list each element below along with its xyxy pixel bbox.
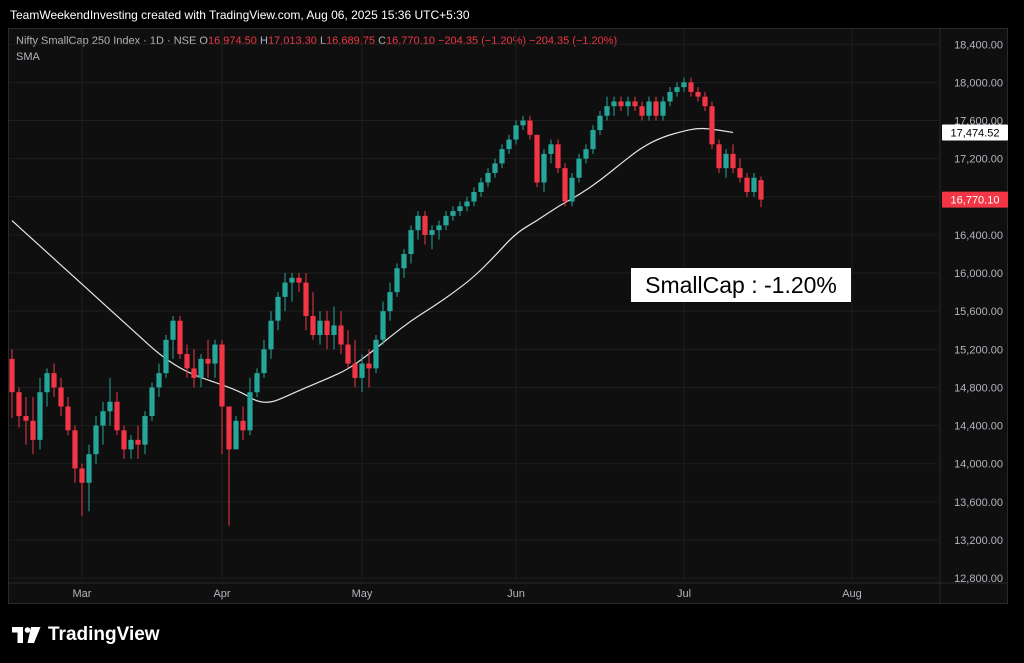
chart-area[interactable]: [8, 28, 1008, 604]
low-label: L: [319, 35, 327, 47]
tradingview-logo-icon: [12, 627, 41, 643]
open-value: 16,974.50: [207, 35, 257, 47]
symbol-name[interactable]: Nifty SmallCap 250 Index · 1D · NSE: [16, 35, 197, 47]
tradingview-brand-name: TradingView: [48, 624, 160, 645]
high-label: H: [259, 35, 268, 47]
tradingview-logo[interactable]: TradingView: [12, 624, 160, 646]
smallcap-change-annotation: SmallCap : -1.20%: [631, 268, 851, 302]
sma-indicator-label[interactable]: SMA: [16, 51, 40, 63]
sma-change-value: −204.35 (−1.20%): [529, 35, 618, 47]
low-value: 16,689.75: [326, 35, 375, 47]
open-label: O: [199, 35, 208, 47]
change-value: −204.35 (−1.20%): [438, 35, 527, 47]
high-value: 17,013.30: [267, 35, 317, 47]
chart-header-title: TeamWeekendInvesting created with Tradin…: [10, 8, 470, 22]
symbol-legend: Nifty SmallCap 250 Index · 1D · NSE O16,…: [16, 35, 617, 47]
close-label: C: [378, 35, 387, 47]
close-value: 16,770.10: [386, 35, 435, 47]
